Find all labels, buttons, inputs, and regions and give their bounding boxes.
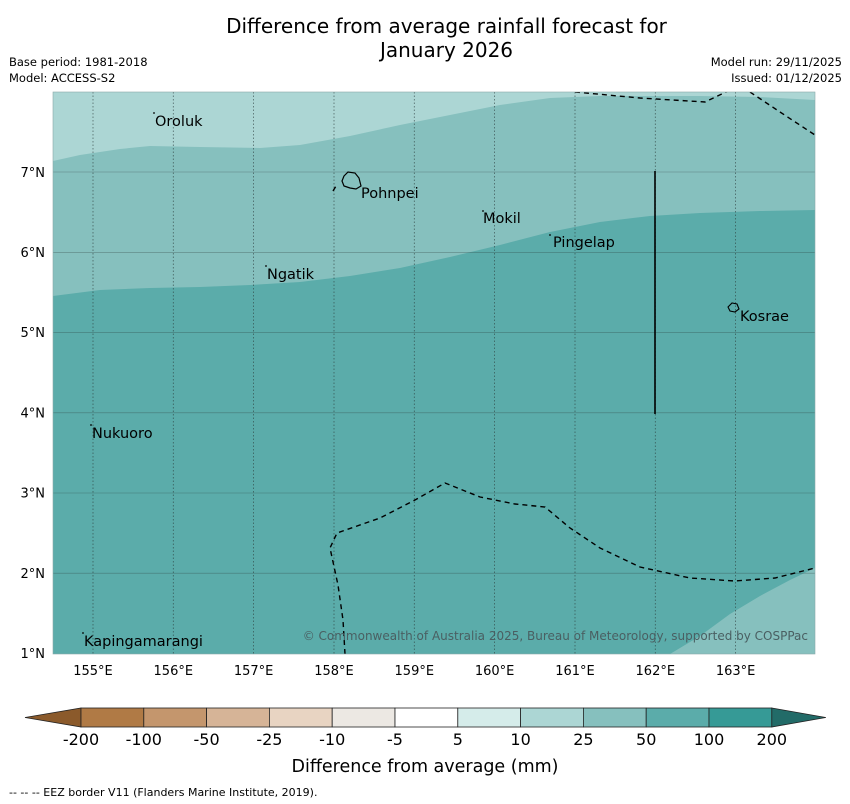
lat-tick-4: 4°N <box>21 407 46 422</box>
map-frame <box>52 91 816 655</box>
colorbar-swatch <box>708 707 773 728</box>
map-title: Difference from average rainfall forecas… <box>0 14 850 62</box>
map-area: Oroluk Pohnpei Mokil Pingelap Ngatik Kos… <box>53 92 815 654</box>
colorbar-tick-label: 10 <box>510 730 530 749</box>
title-line-2: January 2026 <box>379 38 514 62</box>
lat-tick-7: 7°N <box>21 166 46 181</box>
pohnpei-island <box>341 171 362 190</box>
kosrae-island <box>727 302 740 313</box>
lon-tick-157: 157°E <box>234 664 274 679</box>
atoll-dots <box>82 112 551 634</box>
lon-tick-159: 159°E <box>395 664 435 679</box>
lon-tick-162: 162°E <box>636 664 676 679</box>
colorbar-tick-label: -50 <box>194 730 220 749</box>
model-run: Model run: 29/11/2025 <box>710 55 842 69</box>
lon-tick-155: 155°E <box>73 664 113 679</box>
colorbar-extend-low <box>24 707 82 728</box>
lat-tick-6: 6°N <box>21 246 46 261</box>
colorbar-tick-label: -200 <box>63 730 99 749</box>
lon-tick-156: 156°E <box>154 664 194 679</box>
meta-right: Model run: 29/11/2025 Issued: 01/12/2025 <box>711 54 842 86</box>
colorbar-tick-label: 25 <box>573 730 593 749</box>
colorbar-tick-label: -100 <box>126 730 162 749</box>
colorbar: -200 -100 -50 -25 -10 -5 5 10 25 50 100 200 Differe… <box>24 707 826 777</box>
lat-tick-3: 3°N <box>21 487 46 502</box>
lon-tick-161: 161°E <box>555 664 595 679</box>
colorbar-swatch <box>457 707 521 728</box>
place-label-kapingamarangi: Kapingamarangi <box>84 634 203 650</box>
colorbar-swatch <box>206 707 270 728</box>
colorbar-swatch <box>645 707 710 728</box>
eez-borders <box>329 92 815 654</box>
colorbar-tick-label: -5 <box>387 730 403 749</box>
place-label-nukuoro: Nukuoro <box>92 426 153 442</box>
meta-left: Base period: 1981-2018 Model: ACCESS-S2 <box>9 54 148 86</box>
region-10-25 <box>53 92 815 161</box>
place-label-kosrae: Kosrae <box>740 309 789 325</box>
lat-tick-1: 1°N <box>21 647 46 662</box>
place-label-mokil: Mokil <box>483 211 521 227</box>
lon-tick-158: 158°E <box>314 664 354 679</box>
latitude-tick-labels: 1°N 2°N 3°N 4°N 5°N 6°N 7°N <box>21 166 46 662</box>
place-label-pohnpei: Pohnpei <box>361 186 419 202</box>
base-period: Base period: 1981-2018 <box>9 55 148 69</box>
colorbar-labels: -200 -100 -50 -25 -10 -5 5 10 25 50 100 200 <box>63 730 787 749</box>
colorbar-swatch <box>520 707 584 728</box>
colorbar-swatch <box>331 707 396 728</box>
colorbar-extend-high <box>771 707 826 728</box>
colorbar-swatch <box>394 707 459 728</box>
eez-footnote: -- -- -- EEZ border V11 (Flanders Marine… <box>9 786 318 799</box>
colorbar-swatches <box>24 707 826 728</box>
lon-tick-163: 163°E <box>716 664 756 679</box>
model-name: Model: ACCESS-S2 <box>9 71 116 85</box>
lat-tick-5: 5°N <box>21 326 46 341</box>
place-label-pingelap: Pingelap <box>553 235 615 251</box>
colorbar-swatch <box>80 707 145 728</box>
place-label-ngatik: Ngatik <box>267 267 315 283</box>
colorbar-tick-label: 100 <box>694 730 725 749</box>
colorbar-swatch <box>143 707 208 728</box>
colorbar-swatch <box>583 707 647 728</box>
copyright-credit: © Commonwealth of Australia 2025, Bureau… <box>303 629 808 643</box>
latitude-gridlines <box>53 171 815 574</box>
colorbar-tick-label: 200 <box>757 730 788 749</box>
longitude-tick-labels: 155°E 156°E 157°E 158°E 159°E 160°E 161°… <box>73 664 755 679</box>
region-25-50-southeast <box>670 568 815 654</box>
colorbar-tick-label: 50 <box>636 730 656 749</box>
colorbar-tick-label: 5 <box>453 730 463 749</box>
title-line-1: Difference from average rainfall forecas… <box>226 14 667 38</box>
colorbar-swatch <box>268 707 333 728</box>
lon-tick-160: 160°E <box>475 664 515 679</box>
colorbar-tick-label: -10 <box>319 730 345 749</box>
place-label-oroluk: Oroluk <box>155 114 203 130</box>
issued-date: Issued: 01/12/2025 <box>731 71 842 85</box>
colorbar-title: Difference from average (mm) <box>291 757 558 777</box>
lat-tick-2: 2°N <box>21 567 46 582</box>
colorbar-tick-label: -25 <box>256 730 282 749</box>
